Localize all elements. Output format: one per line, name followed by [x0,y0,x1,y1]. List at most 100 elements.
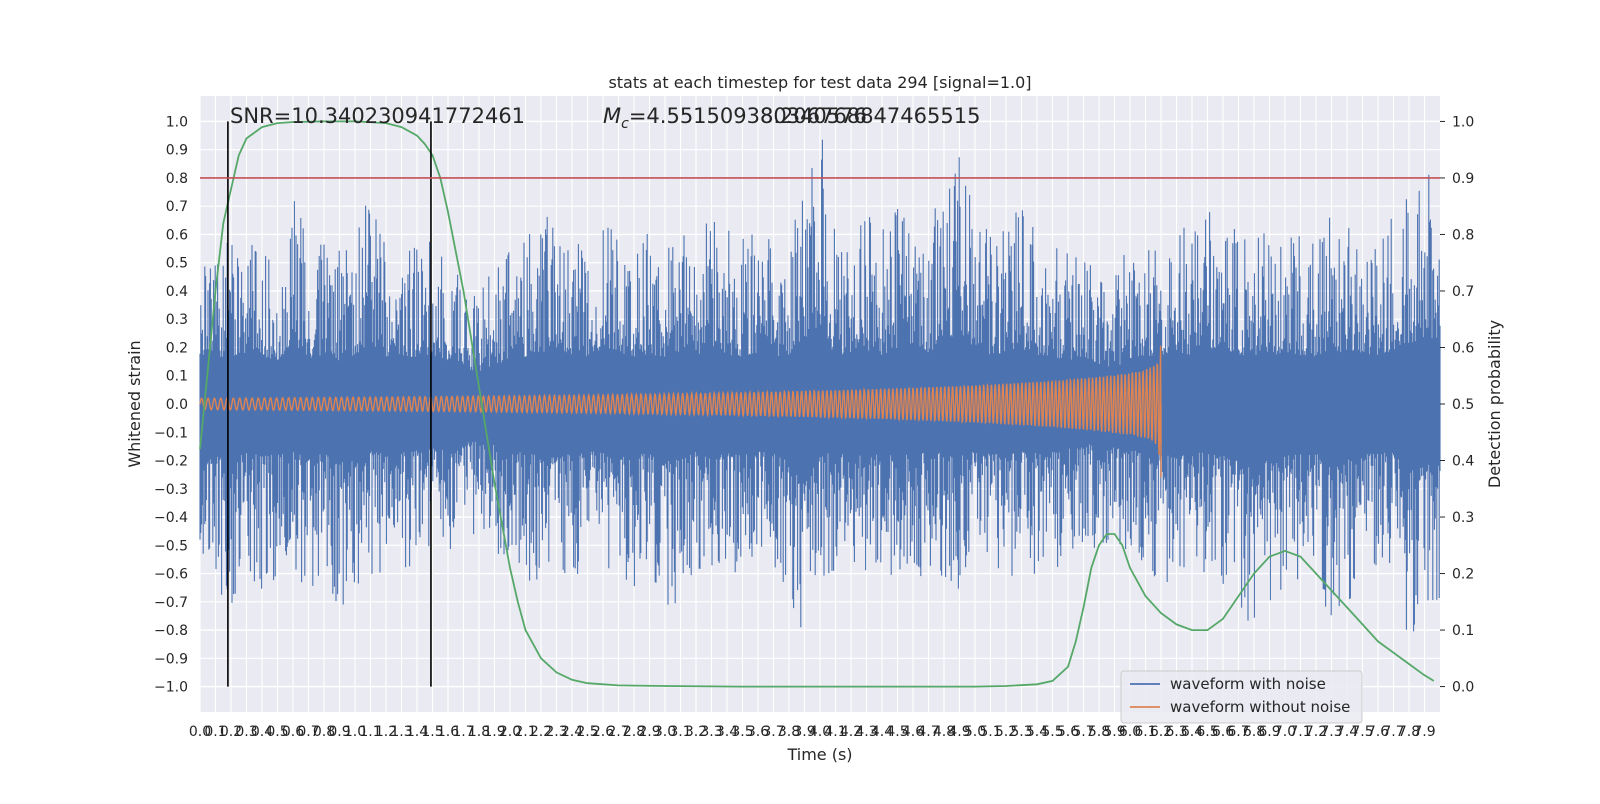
x-tick-label: 3.9 [793,724,815,740]
y-left-tick-label: 0.1 [166,369,188,385]
y-left-tick-label: −0.3 [154,482,188,498]
x-tick-label: 1.7 [452,724,474,740]
x-tick-label: 3.6 [747,724,769,740]
x-tick-label: 6.6 [1212,724,1234,740]
y-left-tick-label: 0.6 [166,227,188,243]
x-tick-label: 1.4 [406,724,428,740]
y-right-tick-label: 0.7 [1452,284,1474,300]
markers [200,121,1440,687]
legend: waveform with noise waveform without noi… [1120,670,1363,724]
x-tick-label: 4.2 [840,724,862,740]
y-left-tick-label: 1.0 [166,114,188,130]
x-tick-label: 0.2 [220,724,242,740]
x-tick-label: 0.4 [251,724,273,740]
x-tick-label: 7.6 [1367,724,1389,740]
y-right-tick-label: 0.2 [1452,567,1474,583]
x-tick-label: 5.8 [1088,724,1110,740]
x-tick-label: 5.1 [979,724,1001,740]
chirp-mass-annotation: Mc=4.551509380340576 [603,104,867,132]
y-right-tick-label: 0.1 [1452,623,1474,639]
x-tick-label: 3.0 [654,724,676,740]
x-tick-label: 1.8 [468,724,490,740]
y-axis-right-label: Detection probability [1485,320,1504,488]
x-tick-label: 7.5 [1351,724,1373,740]
y-left-tick-label: −0.1 [154,425,188,441]
x-tick-label: 1.2 [375,724,397,740]
y-left-tick-label: 0.2 [166,340,188,356]
x-tick-label: 7.3 [1320,724,1342,740]
x-axis-label: Time (s) [786,745,852,764]
y-left-tick-label: −0.7 [154,595,188,611]
y-right-tick-label: 0.9 [1452,171,1474,187]
legend-label-noise: waveform with noise [1170,675,1326,693]
waveform-without-noise-line [199,345,1162,478]
y-left-tick-label: 0.3 [166,312,188,328]
y-left-tick-label: 0.5 [166,256,188,272]
y-left-tick-label: −0.2 [154,454,188,470]
x-tick-label: 6.1 [1134,724,1156,740]
x-tick-label: 3.4 [716,724,738,740]
x-tick-label: 3.8 [778,724,800,740]
x-tick-label: 0.9 [328,724,350,740]
x-tick-label: 4.7 [917,724,939,740]
x-tick-label: 3.7 [762,724,784,740]
overlap-annotation: 8.206768847465515 [760,104,980,128]
x-tick-label: 6.9 [1258,724,1280,740]
y-left-tick-label: −0.4 [154,510,188,526]
x-tick-label: 0.0 [189,724,211,740]
x-tick-label: 4.1 [824,724,846,740]
x-tick-label: 1.0 [344,724,366,740]
x-tick-label: 7.1 [1289,724,1311,740]
x-tick-label: 7.8 [1398,724,1420,740]
x-tick-label: 2.2 [530,724,552,740]
x-tick-label: 6.3 [1165,724,1187,740]
y-right-tick-label: 0.0 [1452,680,1474,696]
x-tick-label: 1.9 [483,724,505,740]
y-left-tick-label: −0.6 [154,567,188,583]
x-tick-label: 4.6 [902,724,924,740]
y-axis-left-ticks: −1.0 −0.9 −0.8 −0.7 −0.6 −0.5 −0.4 −0.3 −0.2 −0.1… [154,114,188,695]
x-tick-label: 3.5 [731,724,753,740]
x-tick-label: 6.8 [1243,724,1265,740]
x-tick-label: 5.2 [995,724,1017,740]
detection-probability-line [199,120,1435,688]
x-tick-label: 4.0 [809,724,831,740]
y-right-tick-label: 0.3 [1452,510,1474,526]
x-tick-label: 5.9 [1103,724,1125,740]
x-tick-label: 4.4 [871,724,893,740]
x-tick-label: 2.8 [623,724,645,740]
x-tick-label: 0.1 [204,724,226,740]
x-tick-label: 4.9 [948,724,970,740]
y-right-tick-label: 1.0 [1452,114,1474,130]
x-tick-label: 6.4 [1181,724,1203,740]
x-tick-label: 0.3 [235,724,257,740]
y-left-tick-label: 0.4 [166,284,188,300]
x-tick-label: 2.9 [638,724,660,740]
y-left-tick-label: 0.7 [166,199,188,215]
x-tick-label: 2.5 [576,724,598,740]
x-tick-label: 1.3 [390,724,412,740]
x-tick-label: 2.7 [607,724,629,740]
x-tick-label: 2.1 [514,724,536,740]
y-axis-right-ticks: 0.0 0.1 0.2 0.3 0.4 0.5 0.6 0.7 0.8 0.9 1.0 [1440,114,1474,696]
y-left-tick-label: −0.5 [154,538,188,554]
series-detection-probability [199,120,1435,688]
x-tick-label: 2.3 [545,724,567,740]
y-left-tick-label: 0.0 [166,397,188,413]
x-tick-label: 6.0 [1119,724,1141,740]
y-left-tick-label: 0.8 [166,171,188,187]
y-left-tick-label: −0.8 [154,623,188,639]
x-tick-label: 4.8 [933,724,955,740]
x-tick-label: 0.7 [297,724,319,740]
x-tick-label: 5.7 [1072,724,1094,740]
x-tick-label: 7.7 [1382,724,1404,740]
x-tick-label: 6.2 [1150,724,1172,740]
x-tick-label: 0.6 [282,724,304,740]
series-waveform-without-noise [199,345,1162,478]
legend-label-clean: waveform without noise [1170,698,1350,716]
x-tick-label: 7.4 [1336,724,1358,740]
legend-box [1120,670,1363,724]
x-tick-label: 4.3 [855,724,877,740]
